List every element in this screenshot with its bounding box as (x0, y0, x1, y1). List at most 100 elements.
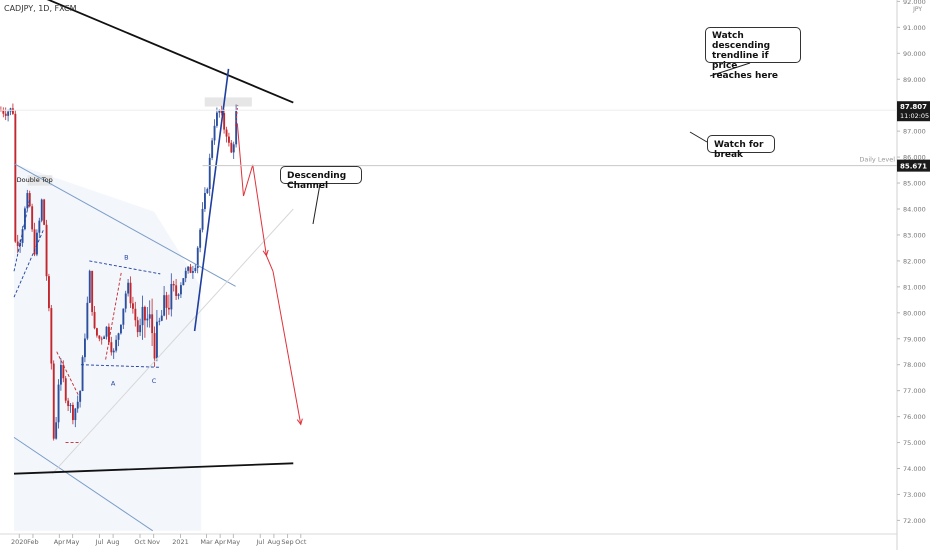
break-callout-pointer (689, 131, 708, 143)
watch-trendline-callout: Watch descending trendline if price reac… (705, 27, 801, 81)
dashed-range-bottom (80, 364, 161, 368)
dashed-wedge-lower (13, 229, 44, 298)
candle-body (187, 266, 190, 271)
candle-body (86, 302, 89, 339)
candle-body (230, 142, 233, 153)
candle-body (64, 378, 67, 401)
candle-body (196, 247, 199, 269)
candle-body (115, 339, 118, 351)
time-tick-label: Apr (54, 538, 66, 546)
candle-body (122, 308, 125, 325)
callout-line: trendline if price (712, 51, 769, 71)
candle-body (120, 324, 122, 334)
candle-body (180, 285, 182, 295)
double-top-label: Double Top (17, 176, 53, 184)
candle-body (182, 278, 185, 286)
lines-layer (13, 0, 294, 532)
forecast-arrowhead (296, 418, 303, 426)
candle-body (218, 110, 221, 113)
candle-body (158, 320, 161, 322)
point-a-label: A (111, 379, 116, 387)
candle-body (7, 111, 10, 116)
candle-body (201, 208, 204, 230)
point-c-label: C (152, 377, 157, 385)
candle-body (91, 270, 94, 312)
bar-countdown: 11:02:05 (900, 112, 929, 120)
resistance-zone (204, 97, 252, 107)
candle-body (153, 333, 156, 359)
candle-body (60, 364, 62, 385)
channel-callout-pointer (312, 183, 321, 225)
time-tick-label: Oct (295, 538, 307, 546)
descending-channel-callout: Descending Channel (280, 166, 362, 191)
candle-body (40, 199, 43, 221)
point-b-label: B (124, 254, 128, 262)
candle-body (156, 321, 158, 359)
time-tick-label: Mar (200, 538, 213, 546)
candle-body (132, 303, 134, 309)
candle-body (134, 308, 137, 321)
candle-body (139, 325, 142, 333)
candle-body (141, 306, 144, 326)
dashed-range-top (89, 260, 161, 275)
candle-body (151, 314, 154, 334)
candle-body (88, 270, 91, 303)
candle-body (26, 193, 29, 209)
time-tick-label: Nov (147, 538, 160, 546)
candle-body (50, 308, 53, 364)
candle-body (84, 338, 86, 358)
candle-body (208, 157, 211, 190)
descending-trendline (46, 0, 294, 104)
candle-body (79, 390, 82, 402)
price-tick-label: 84.000 (903, 206, 926, 214)
channel-upper-line (13, 163, 236, 287)
candle-body (2, 110, 5, 114)
price-tick-label: 73.000 (903, 491, 926, 499)
daily-level-label: Daily Level (859, 156, 895, 164)
watch-break-callout: Watch for break (707, 135, 775, 160)
time-tick-label: 2020 (11, 538, 28, 546)
double-top-zone (27, 175, 53, 186)
candle-body (72, 404, 74, 421)
candle-body (225, 129, 228, 137)
candle-body (108, 326, 110, 343)
channel-lower-line (13, 436, 154, 532)
time-tick-label: 2021 (172, 538, 189, 546)
forecast-segment (265, 255, 274, 272)
price-tick-label: 90.000 (903, 50, 926, 58)
time-tick-label: Feb (27, 538, 39, 546)
candle-body (4, 113, 7, 116)
candle-body (98, 335, 101, 339)
forecast-segment (236, 123, 244, 197)
price-tick-label: 79.000 (903, 335, 926, 343)
callout-line: Watch descending (712, 31, 771, 51)
candle-body (62, 364, 65, 379)
candle-body (36, 232, 38, 255)
daily-level-tag (897, 159, 930, 172)
candle-body (93, 311, 96, 329)
forecast-layer (235, 105, 303, 426)
candle-body (220, 110, 223, 114)
candle-body (228, 136, 230, 143)
candle-body (184, 270, 187, 279)
candle-body (189, 266, 192, 273)
callout-line: Watch for break (714, 140, 764, 160)
candle-body (177, 294, 180, 296)
candle-body (146, 318, 149, 321)
candle-body (96, 328, 98, 336)
candle-body (100, 338, 103, 340)
candle-body (199, 229, 202, 248)
candle-body (52, 363, 55, 439)
price-axis: JPY 72.000 73.000 74.000 75.000 76.000 77.000 7… (896, 0, 926, 550)
candle-body (192, 271, 194, 273)
candle-body (117, 333, 120, 340)
forecast-segment (272, 271, 302, 425)
candle-body (76, 401, 79, 409)
candle-body (31, 206, 34, 230)
candle-body (57, 384, 60, 423)
time-tick-label: May (227, 538, 241, 546)
time-axis: 2020 Feb Apr May Jul Aug Oct Nov 2021 Mar Apr May Ju… (0, 533, 897, 546)
forecast-arrowhead (262, 249, 269, 257)
